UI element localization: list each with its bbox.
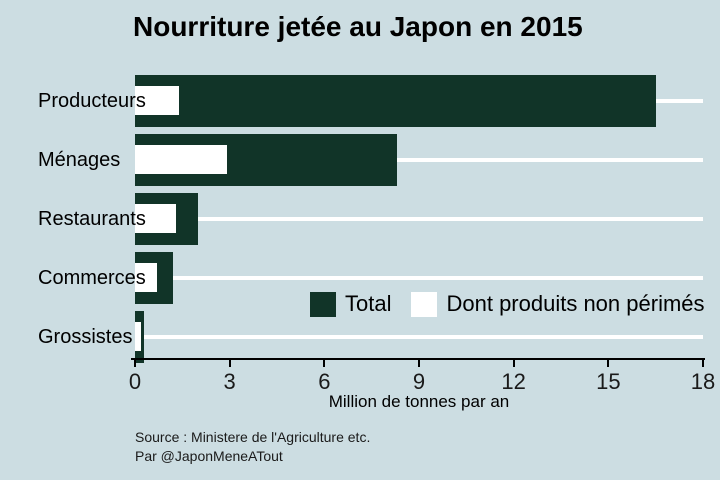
x-tick-15 [607,360,610,367]
x-tick-3 [228,360,231,367]
legend: Total Dont produits non périmés [310,291,720,317]
bar-subset-menages [135,145,227,174]
legend-label-dont-produits-non-perimes: Dont produits non périmés [446,291,705,316]
legend-swatch-dont-produits-non-perimes [411,291,438,317]
chart-title: Nourriture jetée au Japon en 2015 [133,11,583,42]
source-line-1: Source : Ministere de l'Agriculture etc. [135,429,371,445]
x-tick-9 [418,360,420,367]
x-tick-label-18: 18 [690,369,716,394]
x-axis-label: Million de tonnes par an [328,392,510,411]
x-tick-12 [512,360,515,367]
x-tick-label-15: 15 [596,369,621,394]
category-label-producteurs: Producteurs [38,90,146,112]
gridline-commerces [135,276,703,280]
category-label-commerces: Commerces [38,267,146,289]
x-tick-label-6: 6 [318,369,331,394]
x-tick-label-9: 9 [412,369,426,394]
x-tick-label-3: 3 [223,369,236,394]
x-axis-line [131,358,705,360]
x-tick-label-0: 0 [128,369,142,394]
gridline-menages [135,158,703,162]
category-label-grossistes: Grossistes [38,326,133,348]
bar-subset-restaurants [135,204,177,233]
bar-subset-commerces [135,263,158,292]
gridline-grossistes [135,335,703,339]
category-label-restaurants: Restaurants [38,208,146,230]
bar-subset-producteurs [135,86,180,115]
source-note: Source : Ministere de l'Agriculture etc.… [135,428,370,466]
gridline-restaurants [135,217,703,221]
legend-item-dont-produits-non-perimes: Dont produits non périmés [411,291,705,317]
bar-subset-grossistes [135,322,142,351]
x-tick-6 [323,360,326,367]
category-label-menages: Ménages [38,149,121,171]
x-tick-18 [702,360,704,367]
x-tick-0 [134,360,136,367]
source-line-2: Par @JaponMeneATout [135,448,283,464]
x-tick-label-12: 12 [501,369,526,394]
bar-total-producteurs [135,75,656,127]
legend-item-total: Total [310,291,391,317]
legend-label-total: Total [345,291,392,316]
legend-swatch-total [310,291,336,317]
